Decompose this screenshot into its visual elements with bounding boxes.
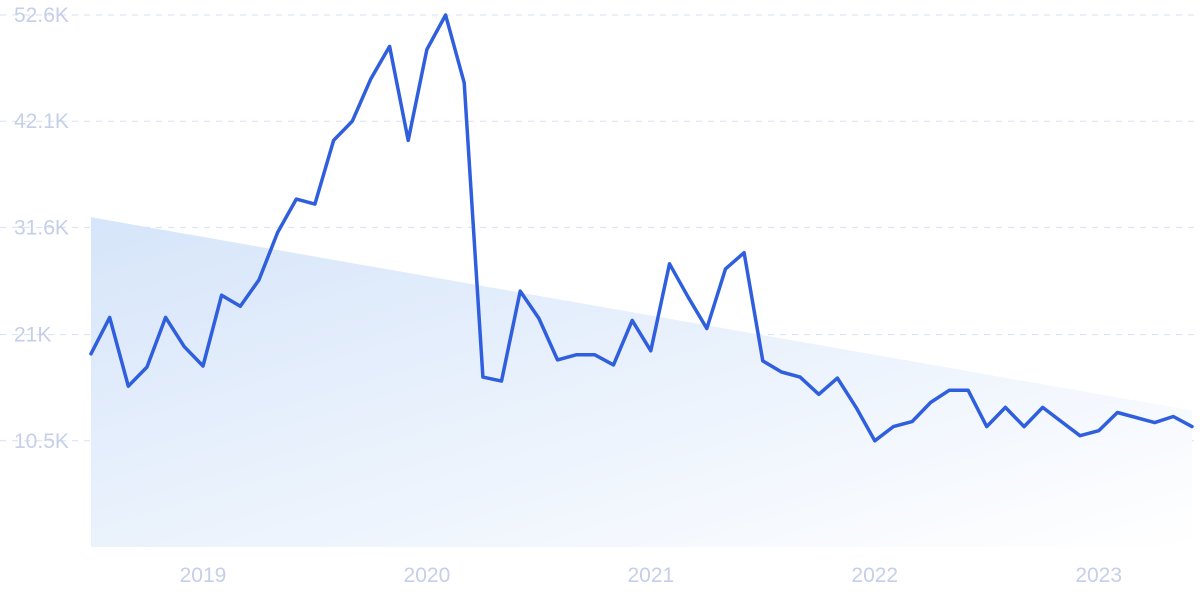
x-tick-label: 2019 [180,564,227,587]
y-axis: 10.5K 21K 31.6K 42.1K 52.6K [14,4,69,453]
x-tick-label: 2021 [627,564,674,587]
y-tick-label: 52.6K [14,4,69,27]
series-layer [89,13,1194,443]
y-tick-label: 21K [14,324,51,347]
y-tick-label: 31.6K [14,216,69,239]
trend-area [91,217,1192,547]
x-tick-label: 2020 [404,564,451,587]
x-axis: 2019 2020 2021 2022 2023 [180,564,1122,587]
x-tick-label: 2023 [1075,564,1122,587]
x-tick-label: 2022 [851,564,898,587]
series-line [89,13,1194,443]
y-tick-label: 10.5K [14,430,69,453]
y-tick-label: 42.1K [14,110,69,133]
trend-area-fill [91,217,1192,547]
